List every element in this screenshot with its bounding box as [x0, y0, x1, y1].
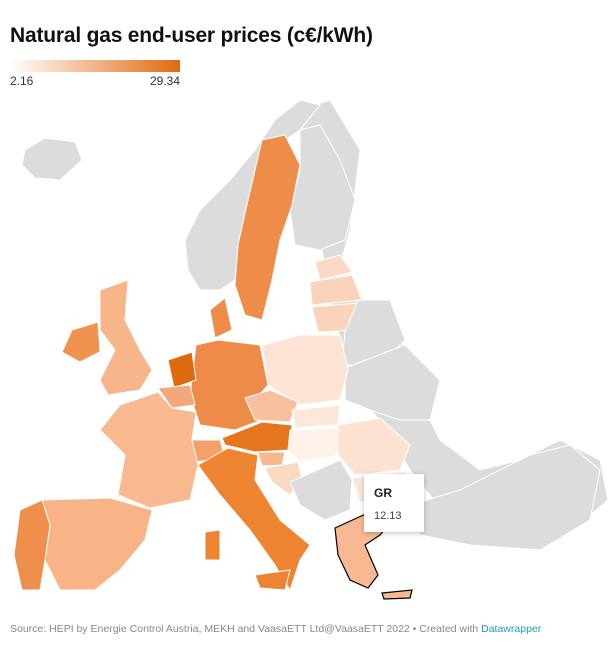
country-SI[interactable] — [257, 451, 286, 467]
tooltip-value: 12.13 — [374, 510, 402, 522]
country-PT[interactable] — [13, 499, 51, 591]
country-IT-sicily[interactable] — [254, 569, 291, 591]
country-IT-sardinia[interactable] — [204, 529, 221, 561]
country-LV[interactable] — [309, 274, 363, 306]
country-ES[interactable] — [41, 497, 153, 591]
country-PL[interactable] — [261, 334, 349, 406]
color-legend: 2.16 29.34 — [10, 60, 180, 88]
datawrapper-link[interactable]: Datawrapper — [481, 623, 542, 635]
country-HU[interactable] — [287, 427, 341, 463]
country-BALKANS[interactable] — [289, 459, 353, 521]
source-text: Source: HEPI by Energie Control Austria,… — [10, 623, 482, 635]
source-note: Source: HEPI by Energie Control Austria,… — [10, 623, 541, 635]
country-IS[interactable] — [21, 137, 83, 181]
country-RO[interactable] — [337, 417, 411, 476]
country-SE[interactable] — [234, 134, 301, 321]
country-EE[interactable] — [314, 254, 353, 281]
country-IT[interactable] — [197, 447, 311, 592]
legend-min: 2.16 — [10, 74, 34, 88]
country-DK[interactable] — [209, 297, 233, 339]
country-BE[interactable] — [157, 384, 196, 409]
chart-title: Natural gas end-user prices (c€/kWh) — [10, 24, 373, 47]
country-GR-crete[interactable] — [381, 589, 413, 600]
tooltip-country: GR — [374, 486, 392, 500]
country-SK[interactable] — [291, 404, 341, 429]
country-TR[interactable] — [409, 444, 601, 551]
legend-max: 29.34 — [149, 74, 180, 88]
country-FR[interactable] — [99, 391, 199, 509]
map-tooltip: GR 12.13 — [364, 474, 424, 532]
country-IE[interactable] — [61, 321, 101, 363]
country-NL[interactable] — [167, 351, 197, 389]
legend-gradient — [10, 60, 180, 72]
country-UA[interactable] — [344, 344, 441, 421]
country-GB[interactable] — [99, 279, 153, 396]
